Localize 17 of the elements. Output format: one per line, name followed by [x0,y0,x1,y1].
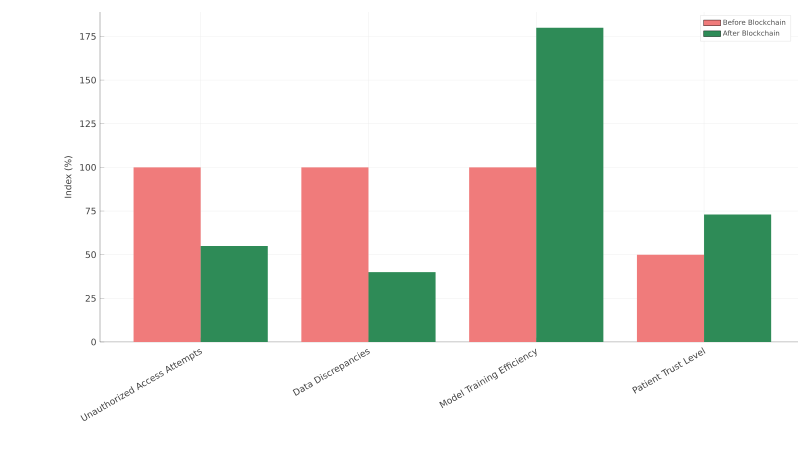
y-tick-label: 175 [80,33,96,40]
y-tick-label: 50 [86,251,96,258]
y-tick-label: 150 [80,76,96,84]
y-tick-label: 25 [86,294,96,302]
bar [469,167,536,342]
bar [200,246,268,342]
y-tick-label: 125 [80,120,96,128]
y-axis-title: Index (%) [64,156,72,198]
y-tick-label: 100 [80,164,96,171]
bar [368,272,436,342]
bar [134,167,201,342]
bar [536,28,604,342]
y-tick-label: 75 [86,208,96,214]
bar [301,167,368,342]
y-tick-label: 0 [91,338,96,346]
bar [704,214,772,342]
bar [636,254,704,342]
